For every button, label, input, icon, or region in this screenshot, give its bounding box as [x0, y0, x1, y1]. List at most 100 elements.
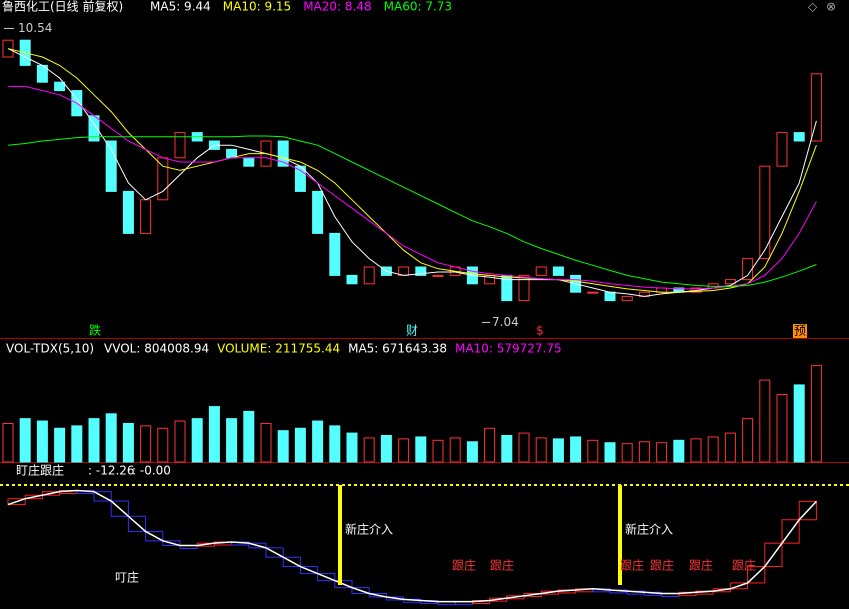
candle — [793, 132, 805, 142]
volume-bar — [363, 437, 375, 463]
volume-bar — [587, 439, 599, 463]
volume-bar — [707, 436, 719, 463]
indicator-line — [7, 489, 817, 603]
close-icon[interactable]: ⊗ — [826, 0, 836, 14]
legend-entry: VOLUME: 211755.44 — [217, 342, 340, 356]
trend-bar — [368, 592, 387, 598]
candle — [415, 266, 427, 276]
legend-entry: MA10: 579727.75 — [455, 342, 562, 356]
volume-bar — [398, 438, 410, 463]
volume-bar — [88, 418, 100, 463]
volume-bar — [140, 425, 152, 463]
volume-bar — [793, 384, 805, 463]
candle — [54, 81, 66, 92]
volume-bar — [157, 427, 169, 463]
trend-bar — [162, 540, 181, 547]
legend-entry: MA60: 7.73 — [384, 0, 452, 14]
annotation: $ — [536, 324, 544, 338]
volume-bar — [432, 439, 444, 463]
trend-bar — [127, 515, 147, 532]
candle — [535, 266, 547, 276]
volume-bar — [277, 430, 289, 463]
volume-bar — [208, 406, 220, 463]
trend-bar — [712, 588, 731, 593]
annotation: 跟庄 — [689, 558, 713, 573]
volume-bar — [724, 432, 736, 463]
volume-bar — [19, 418, 31, 463]
annotation: 预 — [794, 324, 806, 338]
legend-entry: MA5: 9.44 — [150, 0, 211, 14]
candle — [552, 266, 564, 276]
candle — [724, 279, 736, 285]
annotation: 跟庄 — [452, 558, 476, 573]
volume-bar — [122, 422, 134, 463]
trend-bar — [334, 580, 353, 589]
trend-bar — [385, 596, 405, 601]
ma-line — [8, 85, 817, 290]
annotation: 新庄介入 — [625, 522, 673, 537]
volume-bar — [449, 437, 461, 463]
candle — [174, 132, 186, 159]
volume-bar — [604, 442, 616, 463]
annotation: 跟庄 — [620, 558, 644, 573]
volume-bar — [243, 410, 255, 463]
volume-bar — [380, 435, 392, 463]
candle — [604, 291, 616, 302]
trend-bar — [265, 547, 284, 558]
volume-bar — [312, 420, 324, 463]
trend-bar — [317, 573, 336, 582]
trend-bar — [781, 519, 800, 544]
candle — [346, 274, 358, 285]
candle — [122, 190, 134, 234]
annotation: 新庄介入 — [345, 522, 393, 537]
volume-bar — [621, 443, 633, 463]
candle — [776, 132, 788, 167]
high-label: 10.54 — [18, 21, 52, 35]
volume-bar — [501, 435, 513, 463]
candle — [2, 39, 14, 58]
annotation: 叮庄 — [115, 570, 139, 585]
legend-entry: MA5: 671643.38 — [348, 342, 447, 356]
panel-title: VOL-TDX(5,10) — [6, 342, 94, 356]
volume-bar — [105, 413, 117, 463]
trend-bar — [489, 597, 508, 602]
legend-entry: MA20: 8.48 — [303, 0, 371, 14]
candle — [329, 232, 341, 276]
volume-bar — [466, 441, 478, 463]
chart-title: 鲁西化工(日线 前复权) — [2, 0, 123, 14]
volume-bar — [174, 420, 186, 463]
volume-bar — [776, 394, 788, 463]
ma-line — [7, 135, 817, 287]
trend-bar — [798, 500, 817, 521]
panel-title: 盯庄跟庄 — [16, 463, 64, 478]
candle — [587, 291, 599, 294]
volume-bar — [759, 379, 771, 463]
volume-bar — [673, 439, 685, 463]
legend-entry: : -12.26 — [88, 464, 135, 478]
volume-bar — [2, 422, 14, 463]
volume-bar — [484, 427, 496, 463]
volume-bar — [570, 436, 582, 463]
volume-bar — [191, 418, 203, 463]
volume-bar — [260, 422, 272, 463]
volume-bar — [54, 427, 66, 463]
volume-bar — [742, 418, 754, 463]
volume-bar — [329, 425, 341, 463]
candle — [105, 140, 117, 192]
annotation-box — [793, 324, 807, 338]
trend-bar — [523, 592, 542, 597]
trend-bar — [351, 587, 370, 594]
trend-bar — [7, 498, 26, 506]
annotation: 跟庄 — [650, 558, 674, 573]
trend-bar — [729, 582, 749, 590]
annotation: 跟庄 — [732, 558, 756, 573]
settings-icon[interactable]: ◇ — [808, 0, 818, 14]
volume-bar — [552, 438, 564, 463]
trend-bar — [747, 566, 766, 584]
volume-bar — [638, 441, 650, 463]
trend-bar — [145, 530, 164, 542]
candle — [312, 190, 324, 234]
ma-line — [7, 48, 817, 293]
candle — [277, 140, 289, 167]
